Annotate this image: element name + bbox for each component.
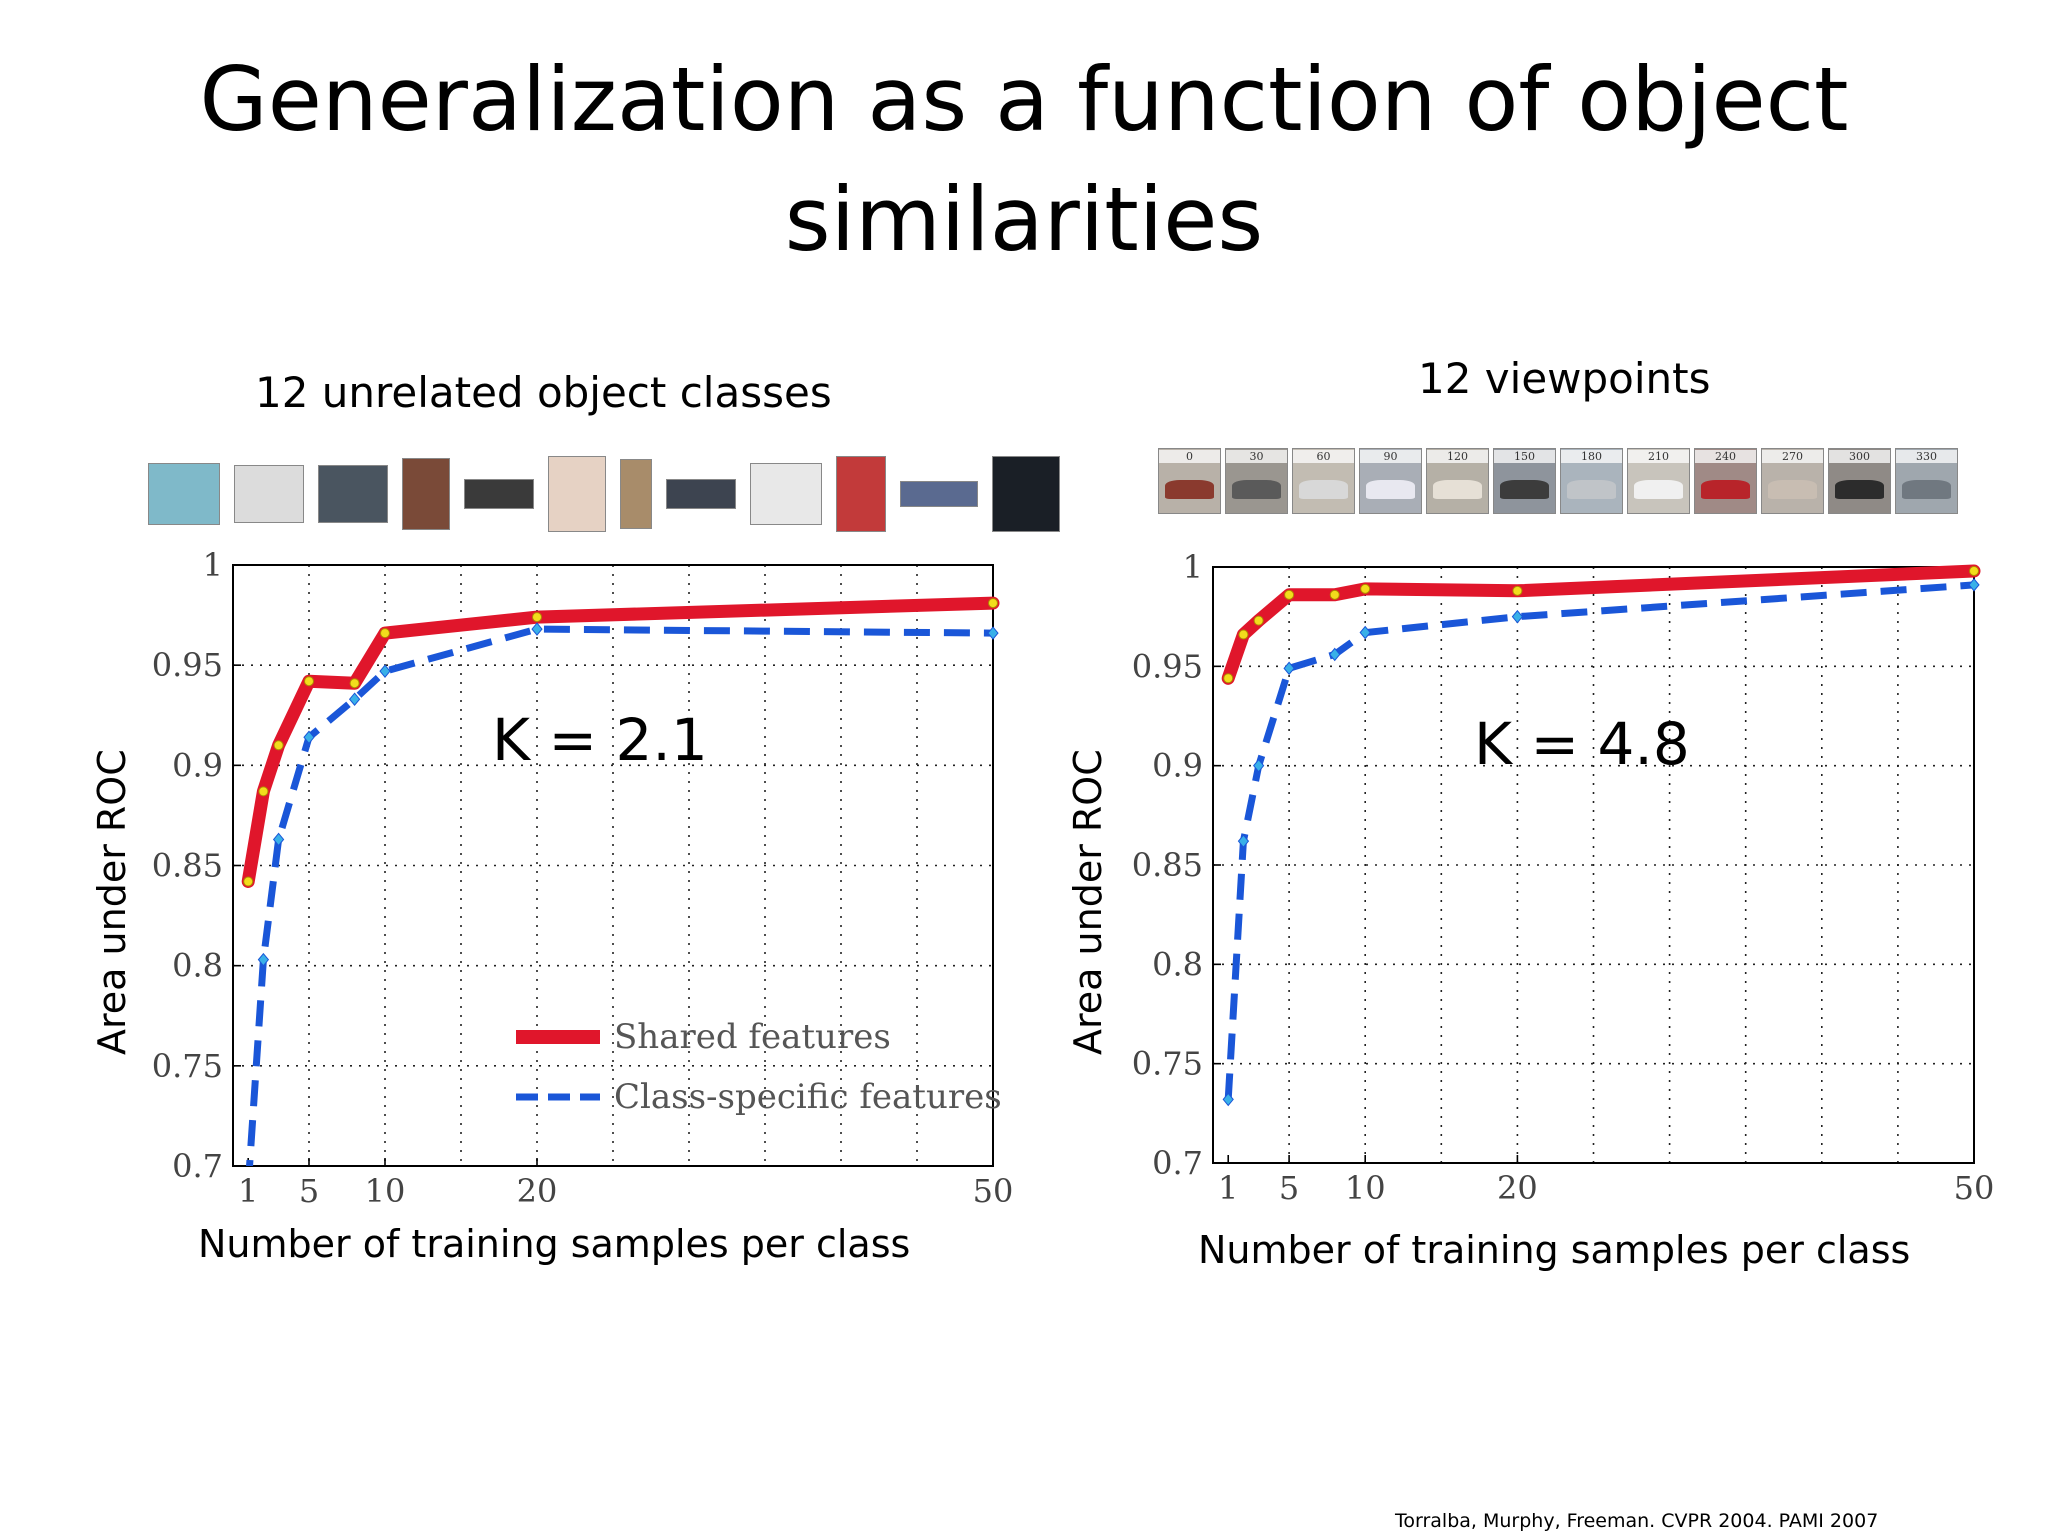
shared-features-point: [304, 676, 314, 687]
class-specific-features-point: [303, 730, 315, 745]
left-grid: [233, 565, 993, 1166]
left-y-axis-title: Area under ROC: [90, 749, 134, 1055]
legend-label: Class-specific features: [614, 1077, 1002, 1117]
left-data: [241, 596, 1000, 1166]
viewpoint-thumbnail: 300: [1828, 448, 1891, 514]
object-thumbnail: [750, 463, 822, 525]
car-shape: [1768, 479, 1817, 499]
car-shape: [1165, 479, 1214, 499]
viewpoint-angle-label: 30: [1226, 450, 1287, 463]
object-thumbnail: [234, 465, 304, 523]
y-tick-label: 0.95: [152, 646, 223, 684]
y-tick-label: 0.9: [172, 746, 223, 784]
viewpoint-angle-label: 0: [1159, 450, 1220, 463]
y-tick-label: 0.85: [152, 847, 223, 885]
shared-features-line: [241, 596, 1000, 888]
car-shape: [1567, 479, 1616, 499]
left-panel-subtitle: 12 unrelated object classes: [255, 368, 832, 417]
right-k-annotation: K = 4.8: [1474, 710, 1690, 778]
viewpoint-thumbnail: 330: [1895, 448, 1958, 514]
shared-features-point: [532, 612, 542, 623]
class-specific-features-line: [246, 625, 994, 1166]
car-shape: [1433, 479, 1482, 499]
shared-features-point: [988, 598, 998, 609]
left-k-annotation: K = 2.1: [492, 706, 708, 774]
slide-title: Generalization as a function of object s…: [199, 48, 1849, 271]
viewpoint-thumbnail: 270: [1761, 448, 1824, 514]
left-x-axis-title: Number of training samples per class: [198, 1222, 911, 1266]
car-shape: [1299, 479, 1348, 499]
car-shape: [1835, 479, 1884, 499]
object-thumbnail: [464, 479, 534, 509]
class-specific-features-point: [272, 832, 285, 847]
x-tick-label: 1: [238, 1172, 258, 1210]
right-panel-subtitle: 12 viewpoints: [1418, 354, 1711, 403]
y-tick-label: 1: [203, 546, 223, 584]
x-tick-label: 50: [973, 1172, 1014, 1210]
shared-features-point: [349, 678, 360, 689]
x-tick-label: 10: [365, 1172, 406, 1210]
class-specific-features-point: [257, 952, 270, 967]
right-y-axis-title: Area under ROC: [1066, 749, 1110, 1055]
viewpoint-angle-label: 330: [1896, 450, 1957, 463]
object-thumbnail: [402, 458, 450, 530]
viewpoint-angle-label: 120: [1427, 450, 1488, 463]
viewpoint-angle-label: 60: [1293, 450, 1354, 463]
object-thumbnail: [666, 479, 736, 509]
viewpoint-angle-label: 180: [1561, 450, 1622, 463]
y-tick-label: 0.75: [152, 1047, 223, 1085]
viewpoint-thumbnail: 30: [1225, 448, 1288, 514]
car-shape: [1634, 479, 1683, 499]
viewpoint-thumbnail: 150: [1493, 448, 1556, 514]
viewpoint-angle-label: 240: [1695, 450, 1756, 463]
viewpoint-thumbnail: 180: [1560, 448, 1623, 514]
y-tick-label: 0.8: [172, 947, 223, 985]
shared-features-point: [380, 628, 390, 639]
citation: Torralba, Murphy, Freeman. CVPR 2004. PA…: [1395, 1510, 1879, 1532]
viewpoint-angle-label: 150: [1494, 450, 1555, 463]
viewpoint-angle-label: 300: [1829, 450, 1890, 463]
object-thumbnail: [318, 465, 388, 523]
viewpoint-thumbnail: 0: [1158, 448, 1221, 514]
class-specific-features-point: [379, 664, 391, 678]
car-shape: [1366, 479, 1415, 499]
viewpoint-thumbnail: 60: [1292, 448, 1355, 514]
car-shape: [1701, 479, 1750, 499]
shared-features-point: [273, 740, 284, 751]
viewpoint-thumbnail: 240: [1694, 448, 1757, 514]
class-specific-features-point: [531, 622, 543, 636]
car-shape: [1232, 479, 1281, 499]
y-tick-label: 0.7: [172, 1147, 223, 1185]
viewpoint-angle-label: 270: [1762, 450, 1823, 463]
x-tick-label: 5: [299, 1172, 319, 1210]
viewpoint-angle-label: 210: [1628, 450, 1689, 463]
car-shape: [1902, 479, 1951, 499]
viewpoint-thumbnail: 90: [1359, 448, 1422, 514]
object-thumbnail: [992, 456, 1060, 532]
car-shape: [1500, 479, 1549, 499]
shared-features-point: [258, 786, 269, 797]
left-legend: Shared features Class-specific features: [516, 1017, 1002, 1117]
object-thumbnail: [900, 481, 978, 507]
class-specific-features-point: [348, 692, 361, 707]
viewpoint-thumbnail: 120: [1426, 448, 1489, 514]
object-class-thumbnails: [148, 450, 1060, 538]
object-thumbnail: [620, 459, 652, 529]
legend-label: Shared features: [614, 1017, 891, 1057]
object-thumbnail: [548, 456, 606, 532]
viewpoint-angle-label: 90: [1360, 450, 1421, 463]
x-tick-label: 20: [517, 1172, 558, 1210]
object-thumbnail: [148, 463, 220, 525]
viewpoint-thumbnail: 210: [1627, 448, 1690, 514]
right-x-axis-title: Number of training samples per class: [1198, 1228, 1911, 1272]
shared-features-point: [243, 876, 254, 887]
class-specific-features-point: [987, 626, 999, 640]
object-thumbnail: [836, 456, 886, 532]
viewpoint-thumbnails: 0 30 60 90 120 150 180 210 240 270 300 330: [1158, 445, 1958, 517]
